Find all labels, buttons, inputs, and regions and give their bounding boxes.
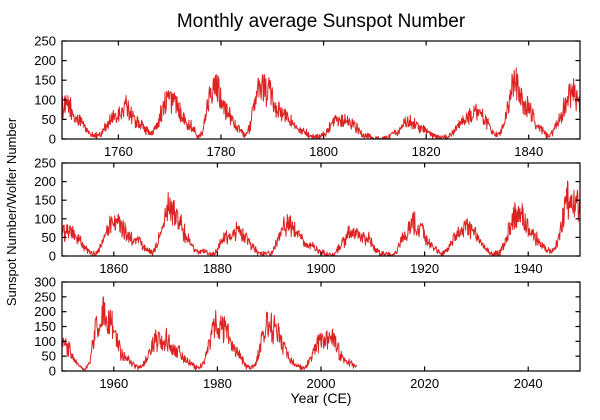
- y-tick-label: 200: [34, 53, 56, 68]
- panel-frame-bottom: [61, 281, 581, 372]
- x-tick-label: 1920: [410, 261, 439, 276]
- y-tick-label: 250: [34, 34, 56, 49]
- x-tick-label: 2040: [514, 376, 543, 391]
- y-tick-label: 250: [34, 156, 56, 171]
- y-tick-label: 0: [49, 249, 56, 264]
- x-tick-label: 1880: [203, 261, 232, 276]
- y-tick-label: 100: [34, 92, 56, 107]
- y-tick-label: 250: [34, 289, 56, 304]
- x-tick-label: 1780: [207, 144, 236, 159]
- x-tick-label: 2020: [410, 376, 439, 391]
- x-tick-label: 1820: [412, 144, 441, 159]
- y-tick-label: 0: [49, 364, 56, 379]
- x-tick-label: 2000: [307, 376, 336, 391]
- panel-frame-top: [61, 40, 581, 140]
- y-tick-label: 50: [42, 112, 56, 127]
- y-tick-label: 100: [34, 334, 56, 349]
- data-series-middle: [61, 180, 581, 257]
- x-tick-label: 1760: [104, 144, 133, 159]
- x-axis-label: Year (CE): [291, 390, 352, 406]
- x-tick-label: 1800: [309, 144, 338, 159]
- chart-title: Monthly average Sunspot Number: [177, 11, 466, 32]
- y-tick-label: 50: [42, 230, 56, 245]
- y-axis-label: Sunspot Number/Wolfer Number: [4, 117, 19, 306]
- y-tick-label: 150: [34, 193, 56, 208]
- y-tick-label: 200: [34, 304, 56, 319]
- y-tick-label: 0: [49, 132, 56, 147]
- y-tick-label: 100: [34, 211, 56, 226]
- panel-middle: 1860 1880 1900 1920 1940 0 50 100 150 200 250: [34, 156, 581, 276]
- y-tick-label: 50: [42, 349, 56, 364]
- data-series-bottom: [61, 296, 358, 372]
- x-tick-label: 1900: [307, 261, 336, 276]
- y-tick-label: 150: [34, 319, 56, 334]
- x-tick-label: 1840: [514, 144, 543, 159]
- y-tick-label: 300: [34, 275, 56, 290]
- x-tick-label: 1960: [99, 376, 128, 391]
- panel-top: 1760 1780 1800 1820 1840 0 50 100 150 200 250: [34, 34, 581, 159]
- panel-frame-middle: [61, 162, 581, 257]
- y-tick-label: 200: [34, 174, 56, 189]
- y-tick-label: 150: [34, 73, 56, 88]
- x-tick-label: 1860: [99, 261, 128, 276]
- data-series-top: [61, 67, 581, 140]
- x-tick-label: 1980: [203, 376, 232, 391]
- x-tick-label: 1940: [514, 261, 543, 276]
